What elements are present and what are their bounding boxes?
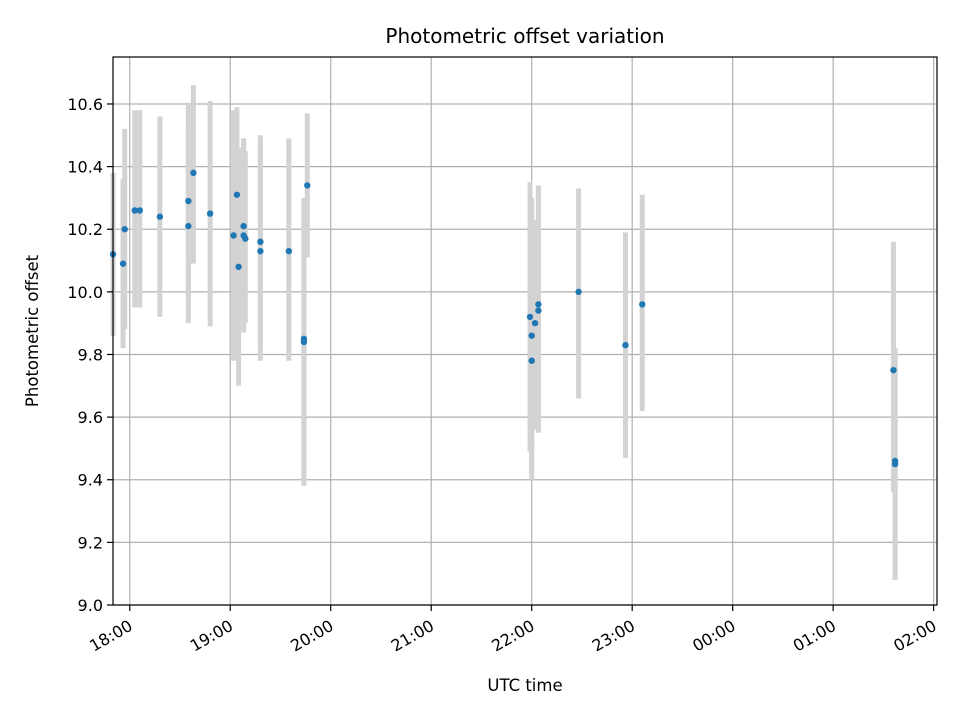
data-point [185,197,192,205]
data-point [242,235,249,242]
data-point [300,338,308,346]
data-point [131,207,138,214]
data-point [185,222,192,230]
data-point [535,307,542,314]
y-axis-ticks: 9.0 9.2 9.4 9.6 9.8 10.0 10.2 10.4 10.6 [67,95,113,615]
y-tick-label: 9.4 [78,471,103,490]
data-point [190,169,197,177]
data-point [528,357,535,364]
data-point [531,319,539,327]
data-point [136,207,143,214]
data-point [257,238,264,245]
data-point [121,226,128,233]
plot-frame [112,56,938,606]
data-point [119,260,127,267]
data-point [891,460,899,468]
data-point [230,232,237,239]
data-point [304,182,311,189]
y-tick-label: 9.2 [78,533,103,552]
y-tick-label: 10.0 [67,283,103,302]
y-tick-label: 9.6 [78,408,103,427]
data-point [285,247,293,255]
y-tick-label: 9.0 [78,596,103,615]
chart-title: Photometric offset variation [385,24,664,48]
data-point [535,301,542,308]
data-point [240,222,247,230]
x-axis-title: UTC time [487,676,562,695]
data-point [257,247,264,255]
y-tick-label: 10.4 [67,158,103,177]
y-tick-label: 9.8 [78,345,103,364]
data-point [575,288,582,296]
data-point [890,366,897,374]
data-point [233,191,241,198]
data-point [235,263,242,271]
data-point [528,332,535,339]
data-point [639,301,646,308]
y-axis-title: Photometric offset [23,254,42,407]
data-point [206,210,214,217]
data-point [526,313,534,321]
data-point [156,213,164,220]
data-points [109,169,899,468]
y-tick-label: 10.6 [67,95,103,114]
data-point [622,341,629,349]
y-tick-label: 10.2 [67,220,103,239]
grid [113,57,937,606]
